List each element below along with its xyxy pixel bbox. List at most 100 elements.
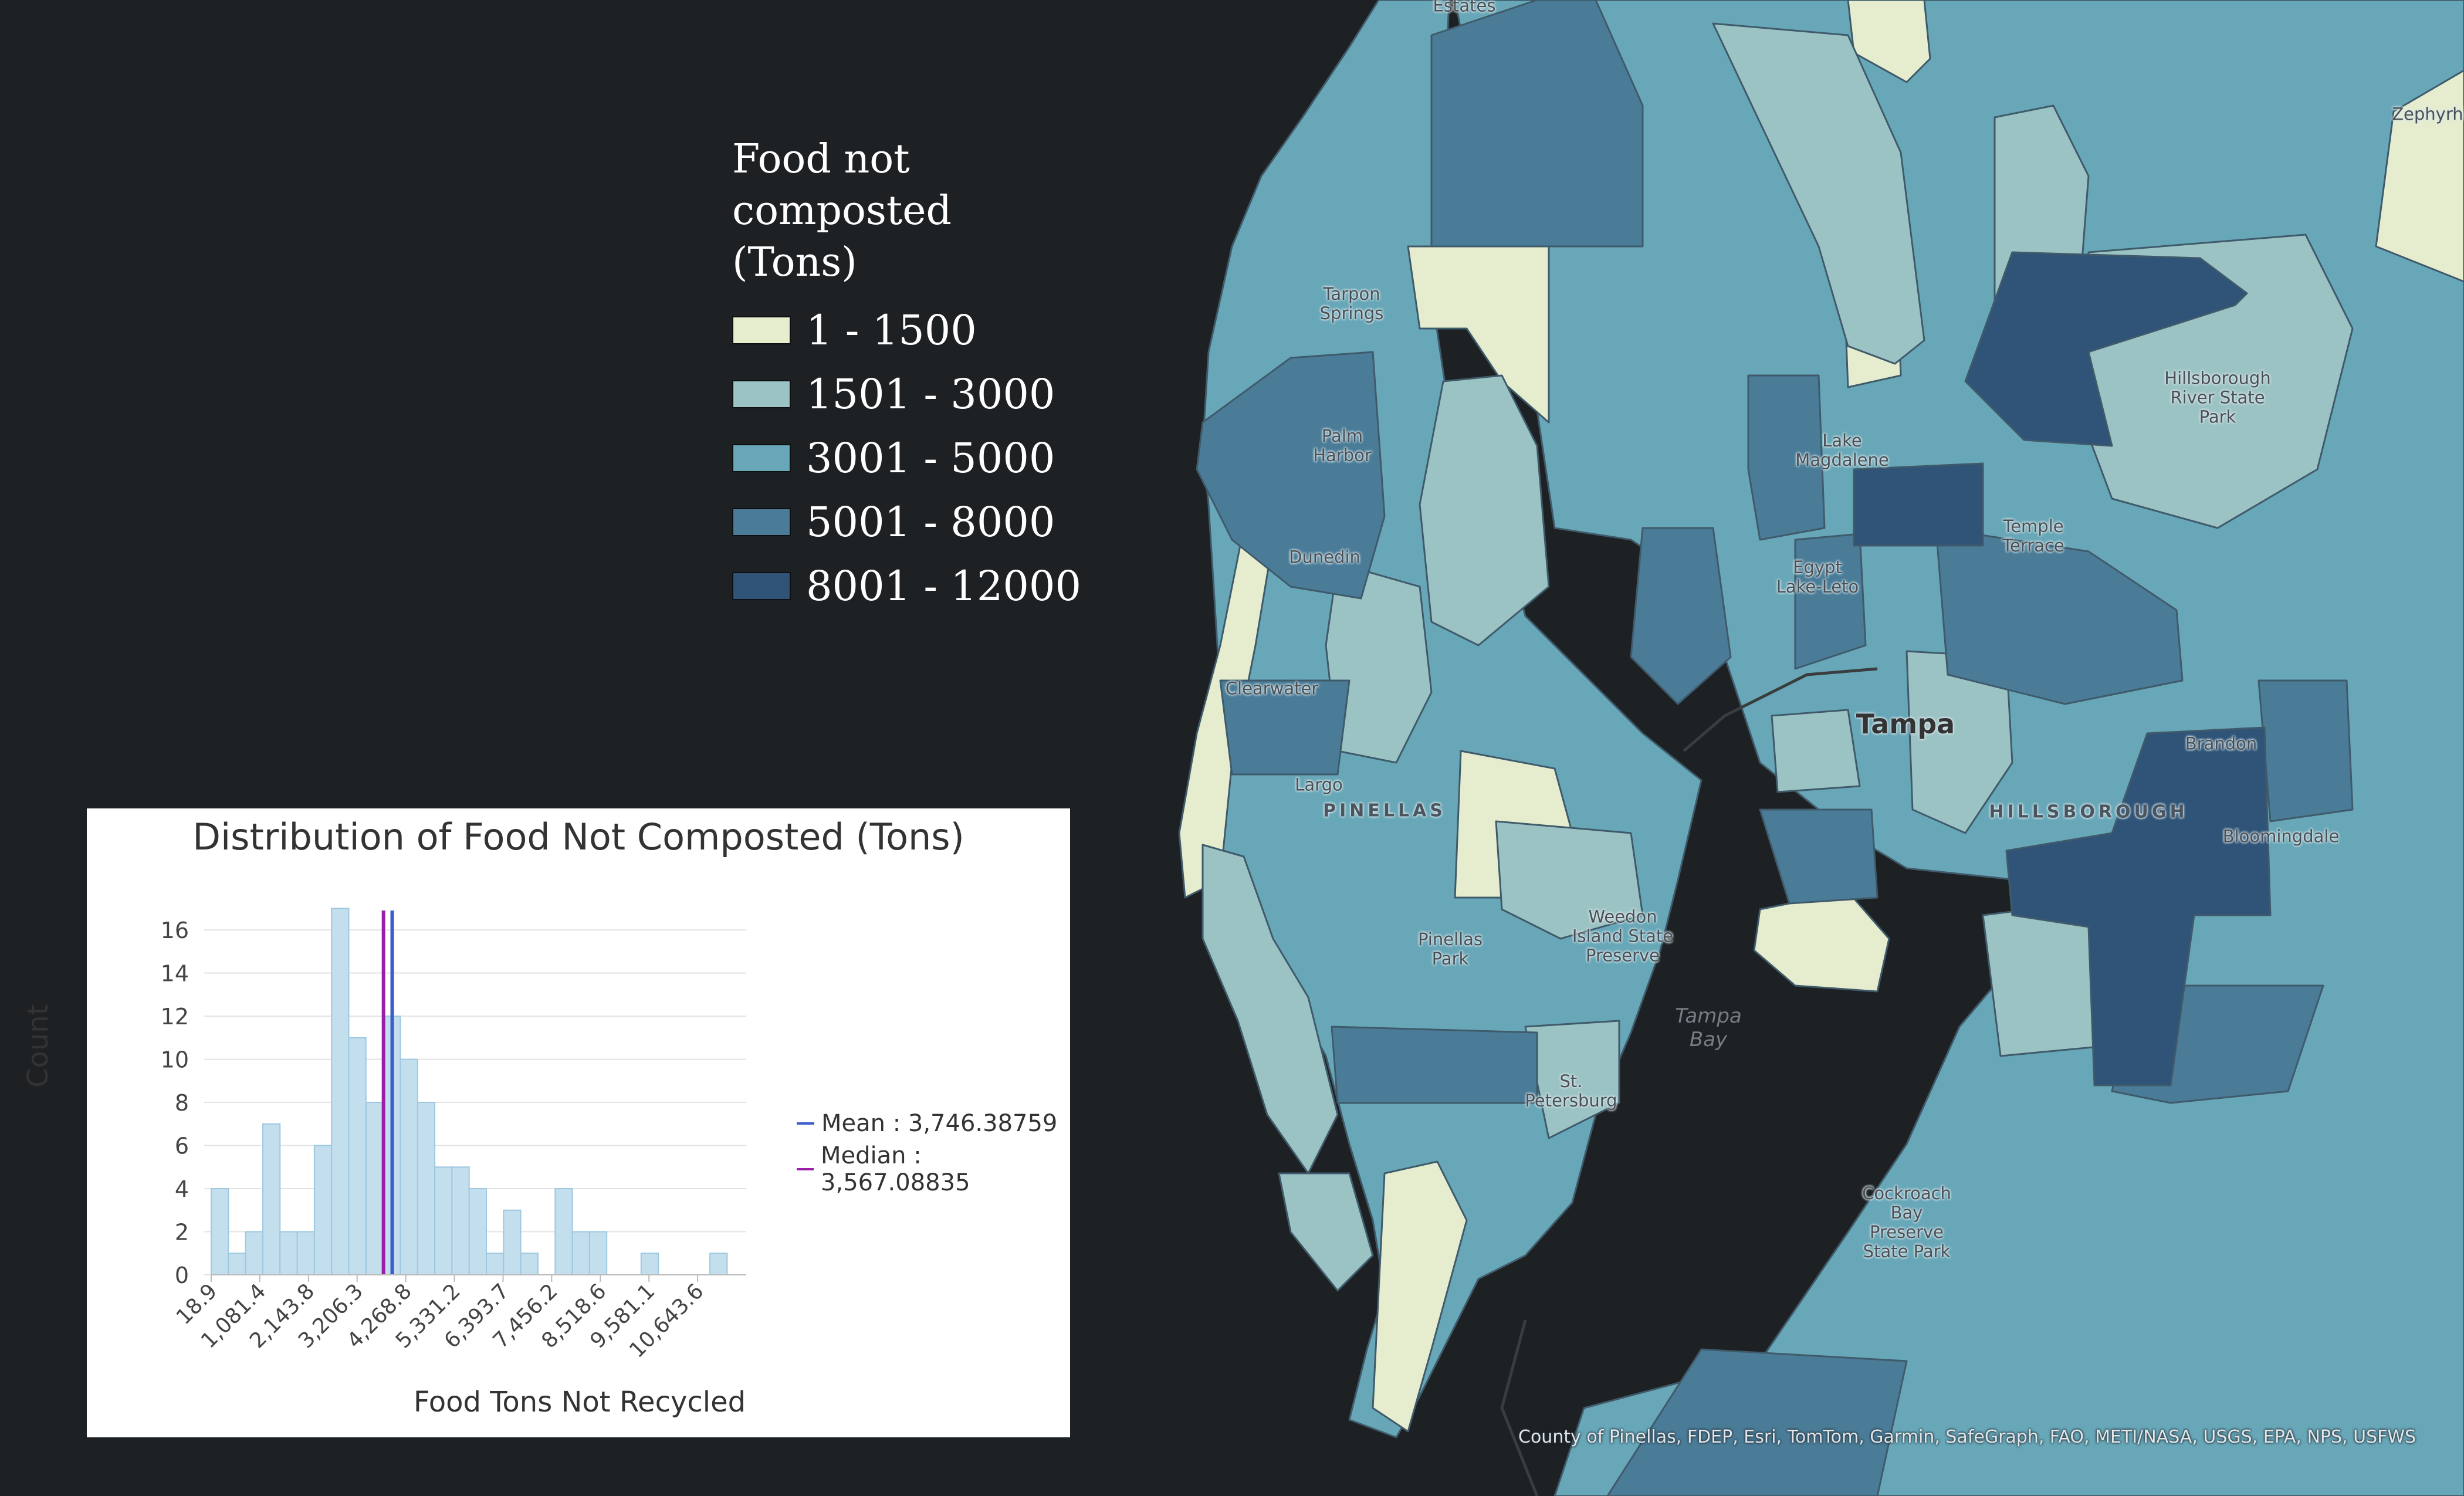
map-region-6 [1495,820,1644,940]
legend-swatch [732,571,791,600]
map-region-4 [1419,374,1550,647]
median-label: Median : 3,567.08835 [821,1142,970,1196]
map-label-temple-terrace: Temple Terrace [2002,516,2064,556]
y-tick-label: 8 [175,1090,189,1116]
map-label-tarpon-springs: Tarpon Springs [1319,284,1384,323]
map-region-27 [2005,726,2272,1087]
map-region-21 [1331,1025,1538,1104]
legend-swatch [732,507,791,536]
map-region-25 [1964,251,2248,447]
chart-legend-mean: Mean : 3,746.38759 [797,1101,1070,1146]
map-label-weedon-island: Weedon Island State Preserve [1572,906,1674,966]
y-tick-label: 6 [175,1133,189,1159]
map-label-lake-magdalene: Lake Magdalene [1795,431,1889,470]
legend-label: 3001 - 5000 [806,434,1055,482]
legend-rows: 1 - 1500 1501 - 3000 3001 - 5000 5001 - 800… [732,298,1081,618]
median-line-swatch [797,1168,814,1170]
histogram-bar [262,1123,281,1275]
legend-label: 1 - 1500 [806,306,977,354]
histogram-bar [503,1209,522,1275]
legend-item: 1501 - 3000 [732,362,1081,426]
histogram-bar [451,1166,470,1275]
histogram-bar [228,1253,246,1275]
map-region-18 [1935,527,2184,705]
map-region-5 [1325,562,1433,764]
histogram-bar [279,1231,298,1275]
chart-legend: Mean : 3,746.38759 Median : 3,567.08835 [797,1101,1070,1196]
legend-title: Food not composted (Tons) [732,136,952,286]
map-label-tampa-bay: Tampa Bay [1675,1004,1742,1051]
chart-title: Distribution of Food Not Composted (Tons… [192,815,964,858]
y-tick-label: 12 [161,1004,189,1030]
map-label-clearwater: Clearwater [1225,678,1319,699]
histogram-bar [520,1253,539,1275]
chart-y-axis-label: Count [22,1004,55,1088]
map-region-12 [1278,1172,1374,1292]
map-label-st-petersburg: St. Petersburg [1525,1071,1617,1111]
map-label-hillsborough-river-park: Hillsborough River State Park [2164,368,2271,427]
map-label-tampa: Tampa [1856,708,1955,740]
histogram-bar [417,1102,436,1275]
map-region-26 [1853,462,1984,547]
map-label-pinellas-park: Pinellas Park [1417,929,1483,969]
histogram-bar [486,1253,505,1275]
map-region-19 [1759,808,1879,905]
y-tick-label: 16 [161,918,189,943]
map-label-hillsborough-county: HILLSBOROUGH [1989,801,2188,823]
legend-swatch [732,444,791,472]
histogram-bar [588,1231,608,1275]
map-region-8 [1771,709,1861,793]
y-tick-label: 4 [175,1176,189,1202]
map-region-24 [1219,679,1351,776]
y-tick-label: 0 [175,1263,189,1288]
histogram-chart: 024681012141618.91,081.42,143.83,206.34,… [161,908,746,1363]
map-label-palm-harbor: Palm Harbor [1313,426,1372,465]
histogram-bar [245,1231,263,1275]
histogram-bar [331,908,350,1276]
histogram-bar [211,1188,229,1275]
map-label-pinellas-county: PINELLAS [1323,800,1446,821]
map-region-13 [1430,0,1644,248]
map-region-1 [1712,22,1925,365]
chart-x-axis-label: Food Tons Not Recycled [413,1386,746,1419]
histogram-bar [709,1253,728,1275]
map-label-brandon: Brandon [2185,733,2257,754]
histogram-bar [365,1102,384,1275]
map-label-cockroach-bay: Cockroach Bay Preserve State Park [1862,1183,1951,1261]
map-attribution: County of Pinellas, FDEP, Esri, TomTom, … [1518,1427,2416,1447]
map-label-largo: Largo [1295,774,1343,795]
y-tick-label: 10 [161,1047,189,1073]
map-region-16 [1747,374,1826,541]
y-tick-label: 14 [161,961,189,987]
histogram-bar [434,1166,453,1275]
legend-item: 8001 - 12000 [732,554,1081,618]
histogram-bar [468,1188,488,1275]
legend-label: 1501 - 3000 [806,370,1055,418]
histogram-panel: Distribution of Food Not Composted (Tons… [87,808,1070,1437]
legend-item: 1 - 1500 [732,298,1081,362]
histogram-bar [554,1188,573,1275]
map-region-15 [1630,527,1732,705]
legend-item: 3001 - 5000 [732,426,1081,490]
chart-legend-median: Median : 3,567.08835 [797,1142,1070,1196]
mean-label: Mean : 3,746.38759 [821,1110,1058,1137]
map-region-south-tampa-pale [1753,891,1890,993]
legend-label: 5001 - 8000 [806,497,1055,546]
map-region-coast-south [1372,1160,1468,1433]
map-label-dunedin: Dunedin [1289,547,1360,567]
map-region-14 [1196,351,1386,600]
map-legend: Food not composted (Tons) 1 - 1500 1501 -… [732,134,1081,618]
map-region-22 [2257,679,2354,823]
map-region-10 [1524,1020,1620,1139]
map-label-estates: Estates [1433,0,1496,16]
map-region-ne-pale [2375,69,2464,283]
y-tick-label: 2 [175,1220,189,1245]
histogram-bar [571,1231,590,1275]
legend-label: 8001 - 12000 [806,561,1081,610]
legend-item: 5001 - 8000 [732,490,1081,554]
legend-swatch [732,316,791,344]
legend-swatch [732,380,791,408]
mean-line-swatch [797,1122,814,1125]
map-region-17 [1794,533,1867,670]
